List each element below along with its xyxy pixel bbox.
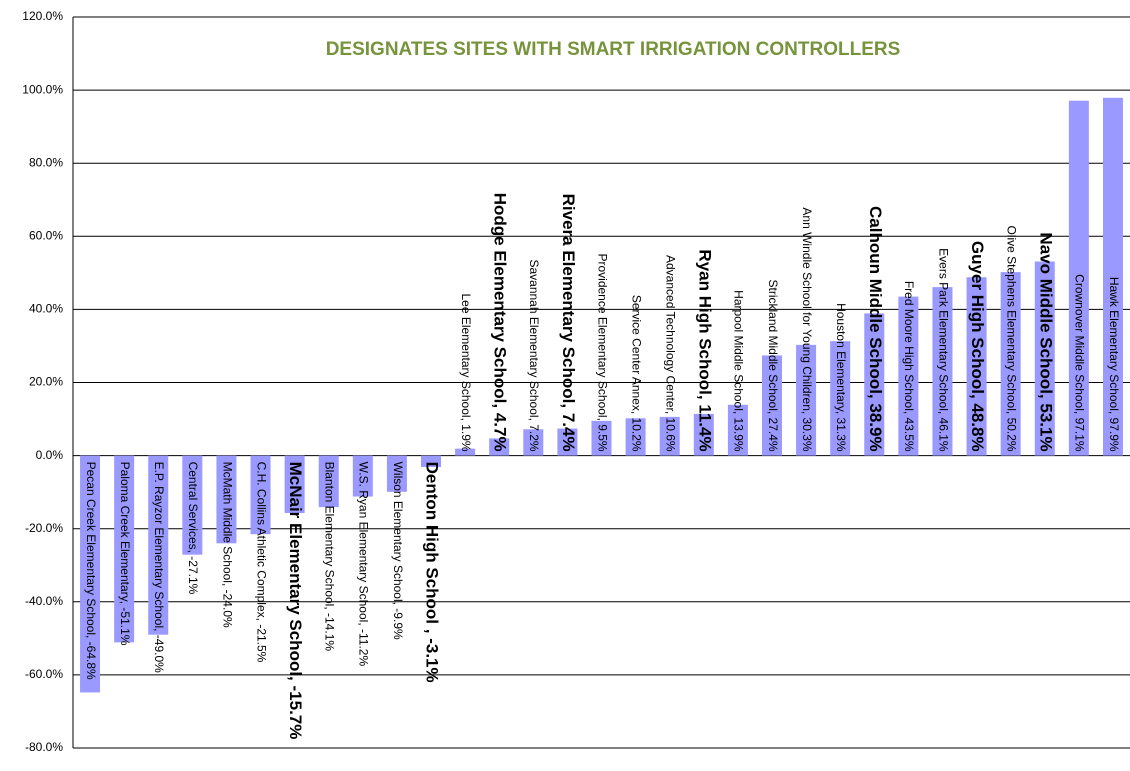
data-label: Blanton Elementary School, -14.1%	[323, 462, 337, 652]
bar	[318, 455, 339, 508]
data-label: Strickland Middle School, 27.4%	[766, 280, 780, 452]
bar	[216, 455, 237, 544]
data-label: Olive Stephens Elementary School, 50.2%	[1004, 225, 1018, 451]
data-label: Crownover Middle School, 97.1%	[1073, 274, 1087, 452]
data-label: Guyer High School, 48.8%	[968, 241, 987, 452]
bar	[114, 455, 135, 643]
data-label: Providence Elementary School, 9.5%	[595, 253, 609, 451]
bar	[557, 428, 578, 456]
y-tick-label: 60.0%	[29, 228, 63, 242]
data-label: Pecan Creek Elementary School, -64.8%	[84, 462, 98, 680]
data-label: C.H. Collins Athletic Complex, -21.5%	[254, 462, 268, 663]
bar	[966, 277, 987, 456]
data-label: McMath Middle School, -24.0%	[220, 462, 234, 628]
data-label: Houston Elementary, 31.3%	[834, 303, 848, 452]
bar	[1102, 97, 1123, 456]
data-label: Hawk Elementary School, 97.9%	[1107, 277, 1121, 452]
y-tick-label: 20.0%	[29, 375, 63, 389]
y-tick-label: 120.0%	[22, 9, 63, 23]
data-label: Paloma Creek Elementary, -51.1%	[118, 462, 132, 646]
data-label: Denton High School , -3.1%	[423, 462, 442, 683]
bar	[693, 413, 714, 456]
bar	[250, 455, 271, 535]
bar	[932, 287, 953, 456]
bar	[659, 416, 680, 456]
data-label: Evers Park Elementary School, 46.1%	[936, 248, 950, 452]
data-label: Lee Elementary School, 1.9%	[459, 294, 473, 452]
bar	[1068, 100, 1089, 456]
bar	[148, 455, 169, 635]
data-label: Service Center Annex, 10.2%	[629, 295, 643, 452]
data-label: Advanced Technology Center, 10.6%	[664, 255, 678, 452]
data-label: Rivera Elementary School, 7.4%	[559, 194, 578, 452]
bar	[386, 455, 407, 492]
data-label: McNair Elementary School, -15.7%	[286, 462, 305, 740]
bar	[1034, 261, 1055, 456]
data-label: Savannah Elementary School, 7.2%	[527, 259, 541, 451]
bar	[727, 404, 748, 456]
bar	[523, 429, 544, 456]
y-tick-label: 40.0%	[29, 302, 63, 316]
data-label: Central Services, -27.1%	[186, 462, 200, 595]
bar	[864, 313, 885, 456]
data-label: Fred Moore High School, 43.5%	[902, 281, 916, 452]
bar	[1000, 272, 1021, 456]
y-tick-label: -60.0%	[25, 667, 63, 681]
y-tick-label: 80.0%	[29, 155, 63, 169]
chart-title: DESIGNATES SITES WITH SMART IRRIGATION C…	[326, 39, 901, 60]
bar	[352, 455, 373, 497]
bar	[830, 341, 851, 456]
y-tick-label: -40.0%	[25, 594, 63, 608]
data-label: Ryan High School, 11.4%	[695, 249, 714, 451]
bar	[421, 455, 442, 467]
bar	[625, 418, 646, 456]
bar	[489, 438, 510, 456]
data-label: W.S. Ryan Elementary School, -11.2%	[357, 462, 371, 667]
data-label: Harpool Middle School, 13.9%	[732, 290, 746, 452]
bar	[455, 448, 476, 456]
bar	[591, 420, 612, 456]
bar	[284, 455, 305, 513]
bar	[796, 344, 817, 456]
y-tick-label: -80.0%	[25, 740, 63, 754]
bar	[761, 355, 782, 456]
data-label: Navo Middle School, 53.1%	[1036, 232, 1055, 451]
y-tick-label: -20.0%	[25, 521, 63, 535]
data-label: Hodge Elementary School, 4.7%	[491, 193, 510, 452]
data-label: Wilson Elementary School, -9.9%	[391, 462, 405, 640]
data-label: Calhoun Middle School, 38.9%	[866, 206, 885, 452]
data-label: E.P. Rayzor Elementary School, -49.0%	[152, 462, 166, 674]
bar	[182, 455, 203, 555]
y-tick-label: 0.0%	[36, 448, 64, 462]
y-tick-label: 100.0%	[22, 82, 63, 96]
data-label: Ann Windle School for Young Children, 30…	[800, 207, 814, 451]
bar	[898, 296, 919, 456]
bar	[80, 455, 101, 693]
